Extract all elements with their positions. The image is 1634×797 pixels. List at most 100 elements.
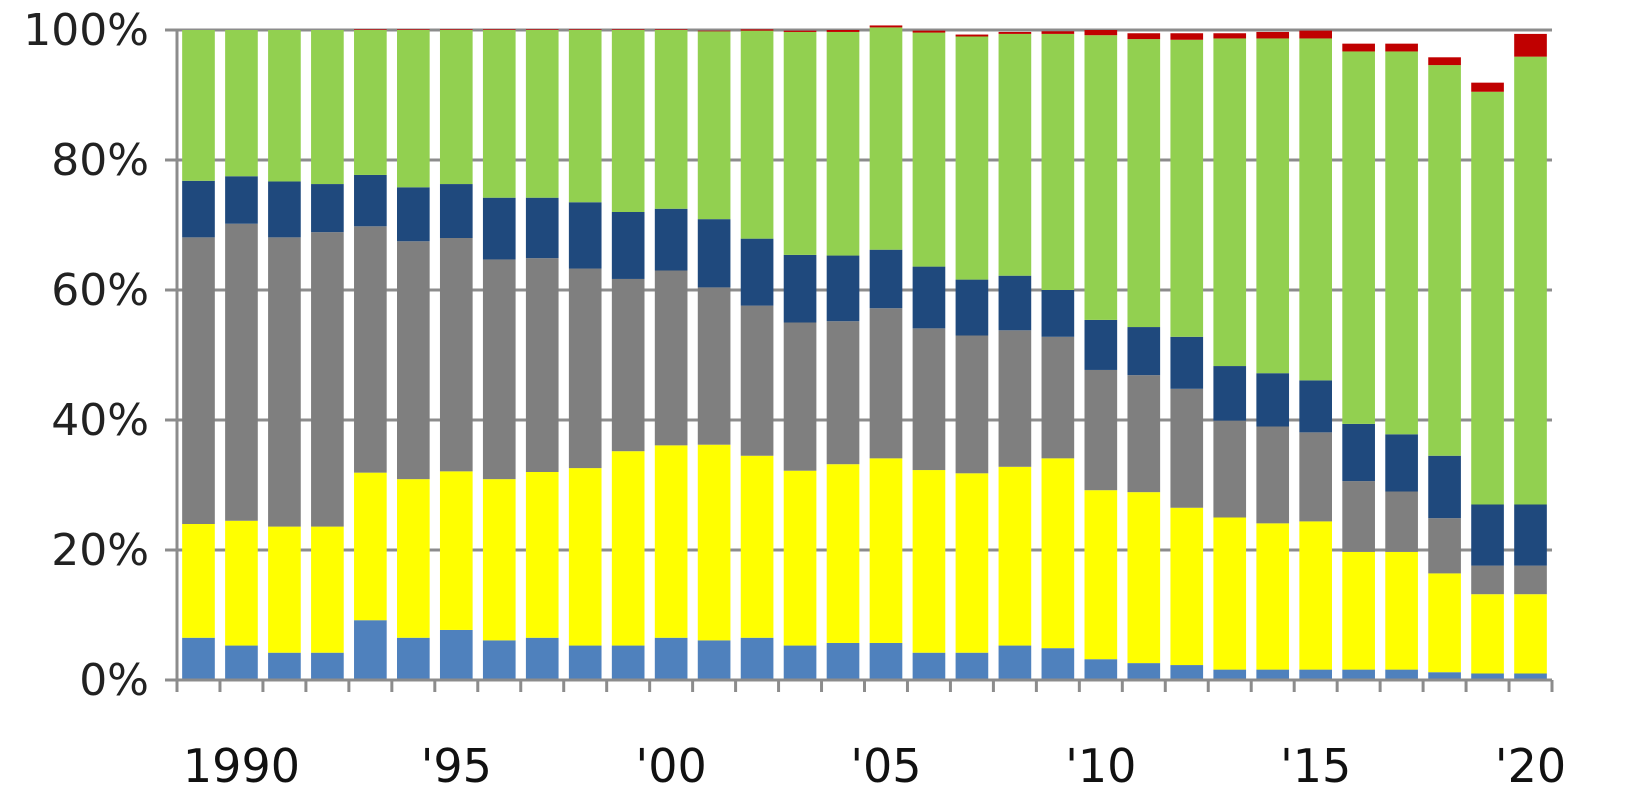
bar-segment-2008-series-4 [998,275,1032,331]
bar-segment-1993-series-2 [354,472,387,621]
bar-segment-2007-series-1 [955,652,989,680]
bar-segment-1995-series-2 [439,471,473,630]
bar-segment-2001-series-2 [697,444,731,641]
bar-segment-2017-series-1 [1385,669,1418,680]
bar-segment-1996-series-1 [482,640,516,680]
bar-segment-2016-series-2 [1342,551,1375,670]
bar-segment-2012-series-1 [1170,665,1204,680]
bar-segment-2013-series-2 [1213,517,1247,670]
bar-segment-1994-series-4 [397,187,430,242]
bar-segment-2018-series-1 [1428,672,1461,680]
bar-segment-2008-series-2 [998,466,1032,646]
bar-segment-1994-series-1 [397,637,430,680]
bar-segment-1998-series-5 [568,30,602,203]
bar-segment-2002-series-4 [740,238,774,306]
bar-segment-2002-series-1 [740,637,774,680]
bar-segment-2008-series-5 [998,33,1032,276]
bar-segment-2000-series-4 [654,208,688,271]
bar-segment-2010-series-4 [1084,319,1118,370]
bar-segment-1995-series-4 [439,184,473,238]
bar-segment-1992-series-1 [311,652,344,680]
bar-segment-2007-series-4 [955,279,989,336]
bar-segment-1995-series-3 [439,238,473,472]
bar-segment-2018-series-6 [1428,57,1461,66]
bar-segment-2012-series-6 [1170,33,1204,40]
bar-segment-1992-series-4 [311,184,344,233]
bar-segment-2008-series-6 [998,31,1032,34]
bar-segment-2015-series-6 [1299,30,1332,39]
bar-segment-1996-series-5 [482,30,516,198]
bar-segment-2000-series-5 [654,30,688,209]
bar-segment-2020-series-5 [1514,56,1547,505]
bar-segment-2006-series-1 [912,652,946,680]
bar-segment-2003-series-4 [783,254,817,323]
y-tick-label: 20% [51,525,149,576]
bar-segment-2016-series-4 [1342,423,1375,482]
bar-segment-2009-series-2 [1041,458,1075,649]
bar-segment-2011-series-6 [1127,33,1161,40]
bar-segment-2016-series-3 [1342,481,1375,552]
bar-segment-2015-series-2 [1299,521,1332,670]
bar-segment-2013-series-1 [1213,669,1247,680]
bar-segment-2014-series-4 [1256,373,1290,427]
bar-segment-2013-series-5 [1213,38,1247,367]
bar-segment-2013-series-4 [1213,366,1247,421]
bar-segment-1992-series-5 [311,30,344,185]
bar-segment-1991-series-2 [268,526,301,653]
bar-segment-2014-series-5 [1256,38,1290,374]
bar-segment-2000-series-1 [654,637,688,680]
bar-segment-1993-series-6 [354,29,387,30]
x-tick-label: '00 [636,739,707,793]
bar-segment-1999-series-6 [611,29,645,30]
bar-segment-2006-series-3 [912,328,946,471]
bar-segment-2012-series-3 [1170,388,1204,508]
bar-segment-2003-series-2 [783,470,817,646]
bar-segment-2014-series-3 [1256,426,1290,524]
bar-segment-1992-series-2 [311,526,344,653]
bar-segment-2020-series-4 [1514,504,1547,566]
bar-segment-1995-series-1 [439,629,473,680]
bar-segment-2012-series-4 [1170,336,1204,389]
bar-segment-2020-series-6 [1514,33,1547,57]
bar-segment-2001-series-1 [697,640,731,680]
bar-segment-2008-series-3 [998,330,1032,467]
bar-segment-2017-series-3 [1385,491,1418,552]
y-tick-label: 100% [23,5,149,56]
bar-segment-2017-series-2 [1385,551,1418,670]
bar-segment-2005-series-2 [869,458,903,643]
bar-segment-1991-series-4 [268,181,301,238]
bar-segment-2001-series-6 [697,30,731,32]
bar-segment-1998-series-2 [568,468,602,646]
bar-segment-2011-series-5 [1127,39,1161,328]
bar-segment-1991-series-1 [268,652,301,680]
bar-segment-2020-series-2 [1514,594,1547,674]
bar-segment-2010-series-5 [1084,35,1118,320]
bar-segment-1998-series-4 [568,202,602,269]
bar-segment-1990-series-2 [225,520,258,646]
bar-segment-1990-series-1 [225,645,258,680]
bar-segment-2006-series-4 [912,266,946,329]
bar-segment-2006-series-5 [912,32,946,267]
bar-segment-1997-series-5 [525,30,559,198]
bar-segment-2014-series-1 [1256,669,1290,680]
bar-segment-1999-series-5 [611,30,645,212]
bar-segment-1996-series-2 [482,479,516,641]
bar-segment-2002-series-5 [740,30,774,239]
bar-segment-2000-series-3 [654,270,688,446]
bar-segment-2003-series-6 [783,30,817,32]
bar-segment-2004-series-6 [826,30,860,32]
y-tick-label: 60% [51,265,149,316]
bar-segment-2019-series-3 [1471,565,1504,595]
x-axis-tick-labels: 1990 '95 '00 '05 '10 '15 '20 [183,739,1566,793]
bar-segment-1990-series-3 [225,223,258,521]
bar-segment-1998-series-6 [568,29,602,30]
bar-segment-2019-series-1 [1471,673,1504,680]
x-tick-label: '95 [421,739,492,793]
bar-segment-2006-series-2 [912,470,946,653]
bar-segment-2002-series-3 [740,305,774,456]
bar-segment-1998-series-3 [568,268,602,469]
bar-segment-1993-series-5 [354,30,387,175]
bar-segment-1998-series-1 [568,645,602,680]
bar-segment-1995-series-6 [439,29,473,30]
